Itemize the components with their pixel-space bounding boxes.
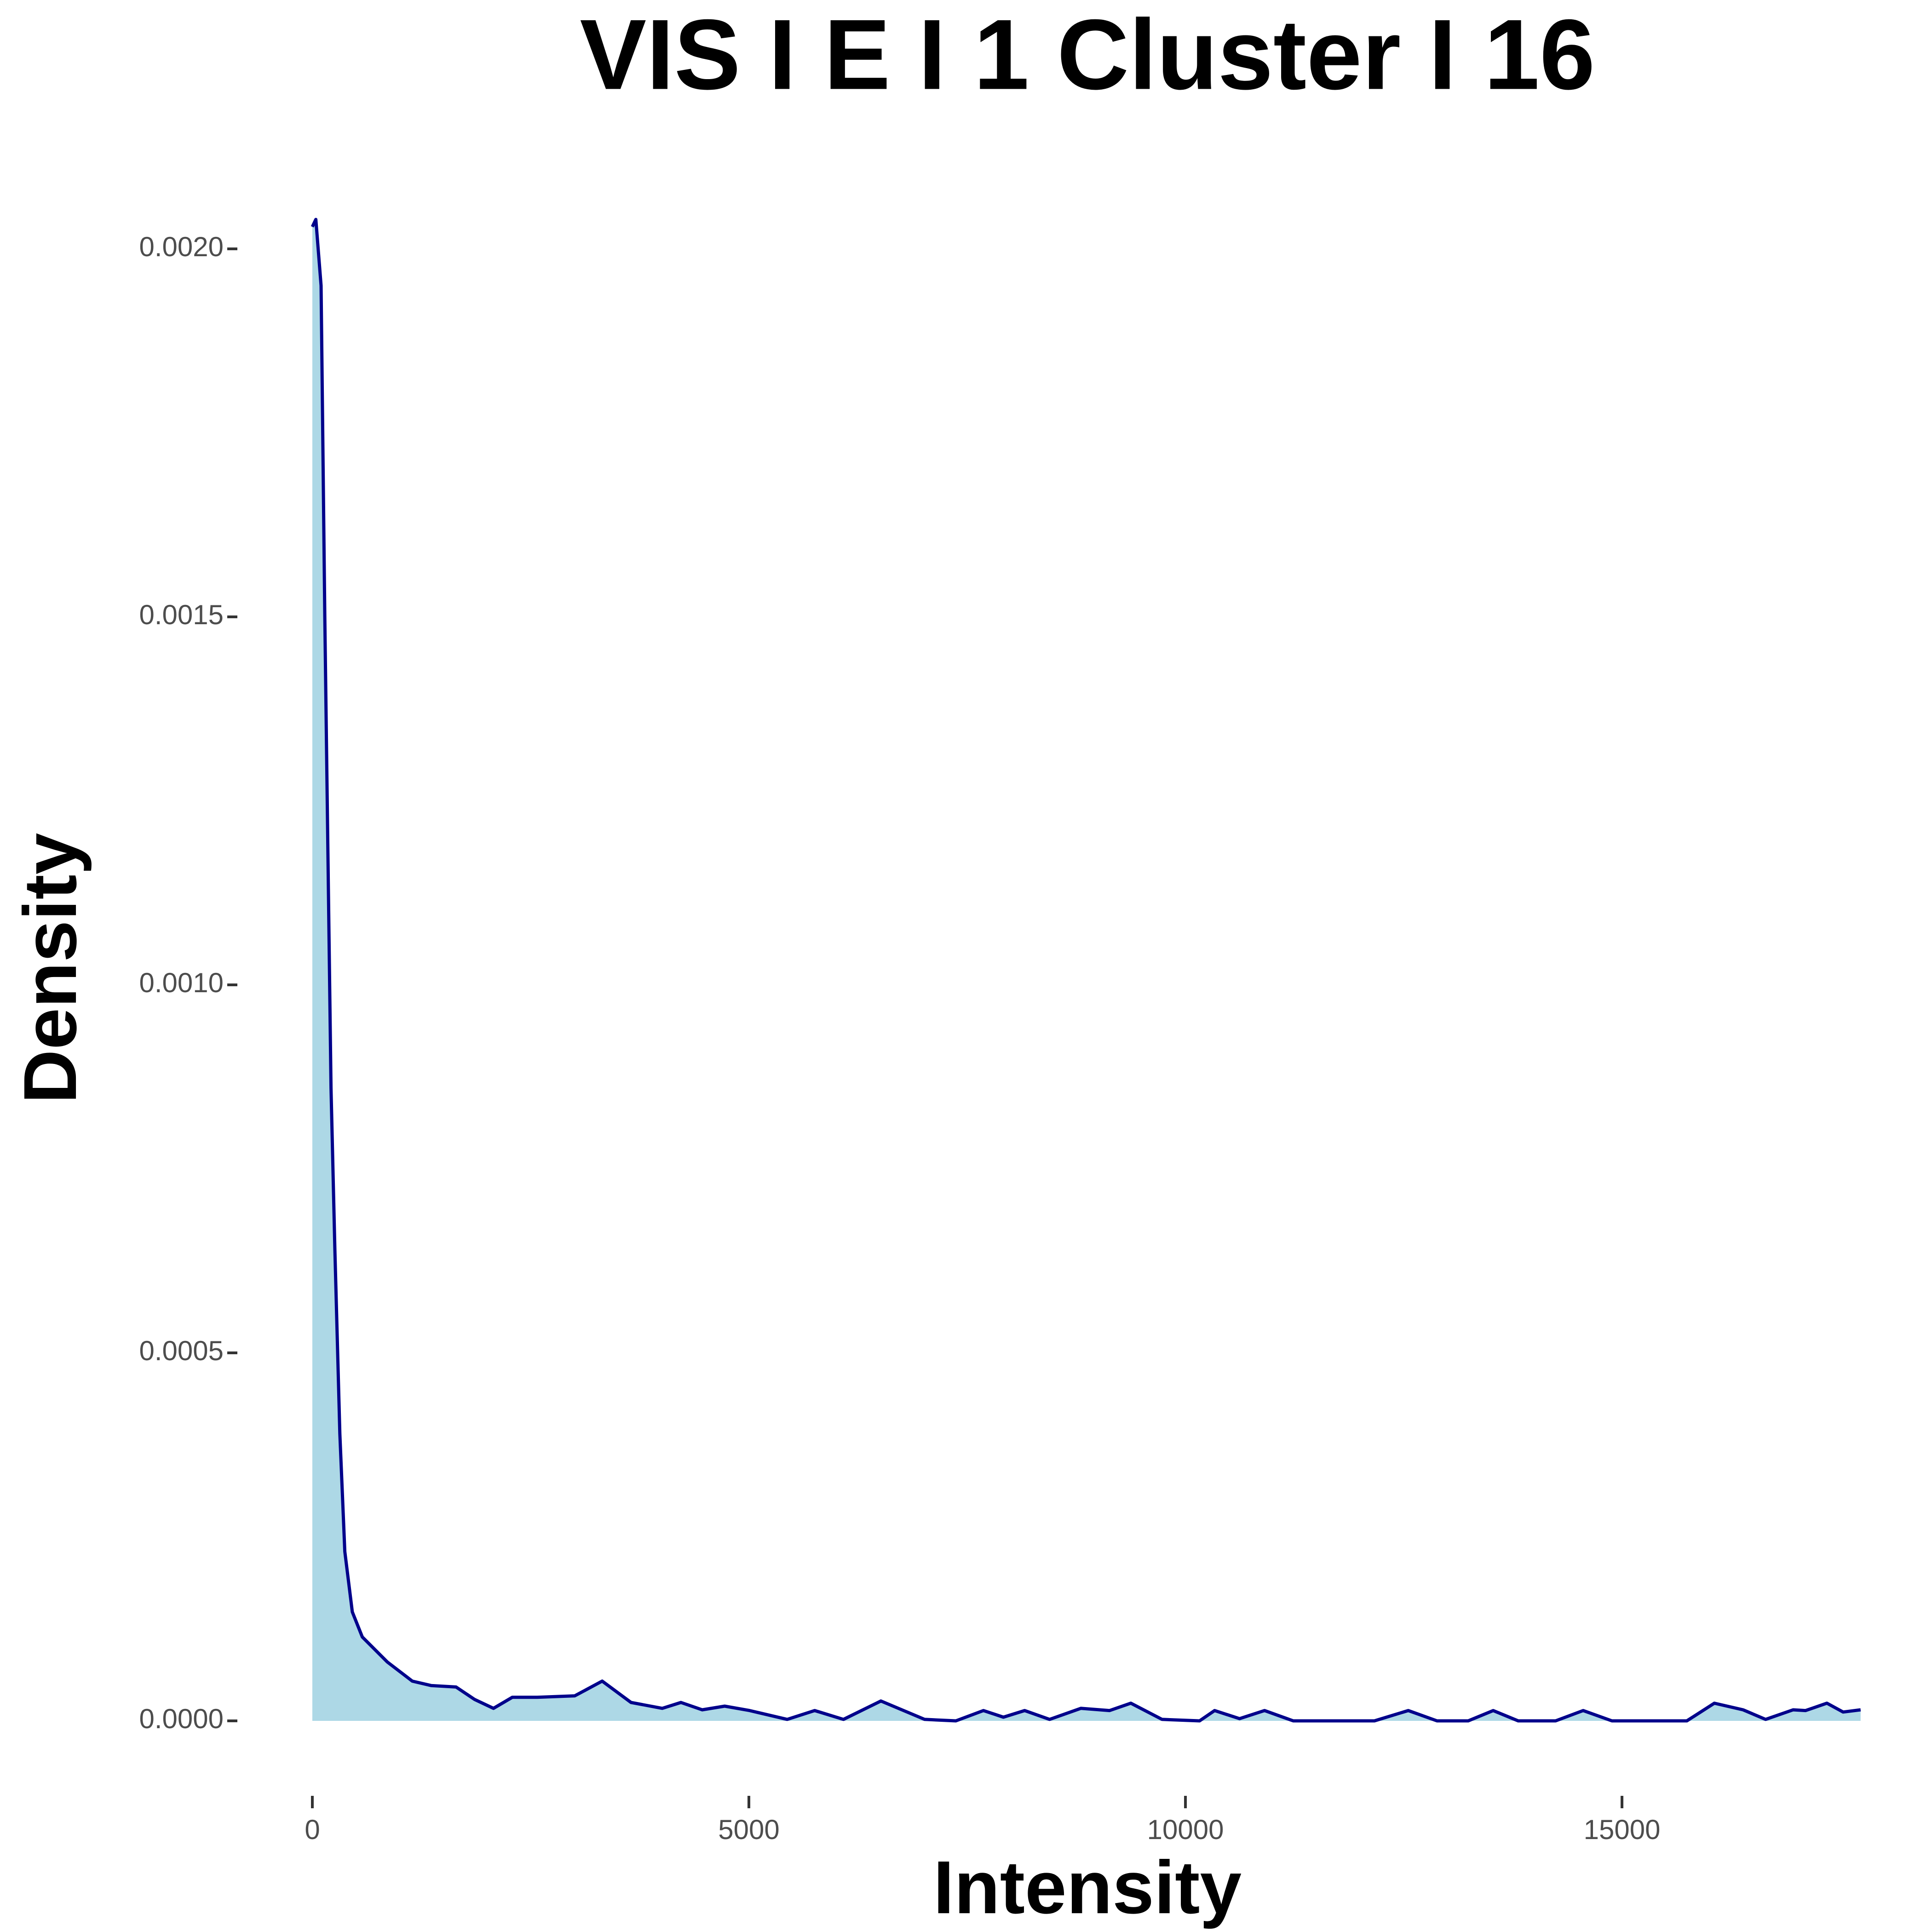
x-axis-label: Intensity xyxy=(933,1845,1242,1929)
x-tick-label: 15000 xyxy=(1584,1814,1661,1845)
y-tick-label: 0.0005 xyxy=(139,1335,224,1366)
y-tick-label: 0.0010 xyxy=(139,967,224,998)
y-tick-label: 0.0015 xyxy=(139,599,224,630)
x-tick-label: 5000 xyxy=(718,1814,779,1845)
y-tick-label: 0.0020 xyxy=(139,231,224,262)
y-tick-label: 0.0000 xyxy=(139,1703,224,1734)
chart-title: VIS I E I 1 Cluster I 16 xyxy=(580,0,1595,110)
density-line xyxy=(310,218,1861,1723)
density-area xyxy=(312,219,1861,1721)
x-tick-label: 10000 xyxy=(1147,1814,1224,1845)
x-tick-label: 0 xyxy=(305,1814,320,1845)
y-axis-label: Density xyxy=(8,833,92,1104)
